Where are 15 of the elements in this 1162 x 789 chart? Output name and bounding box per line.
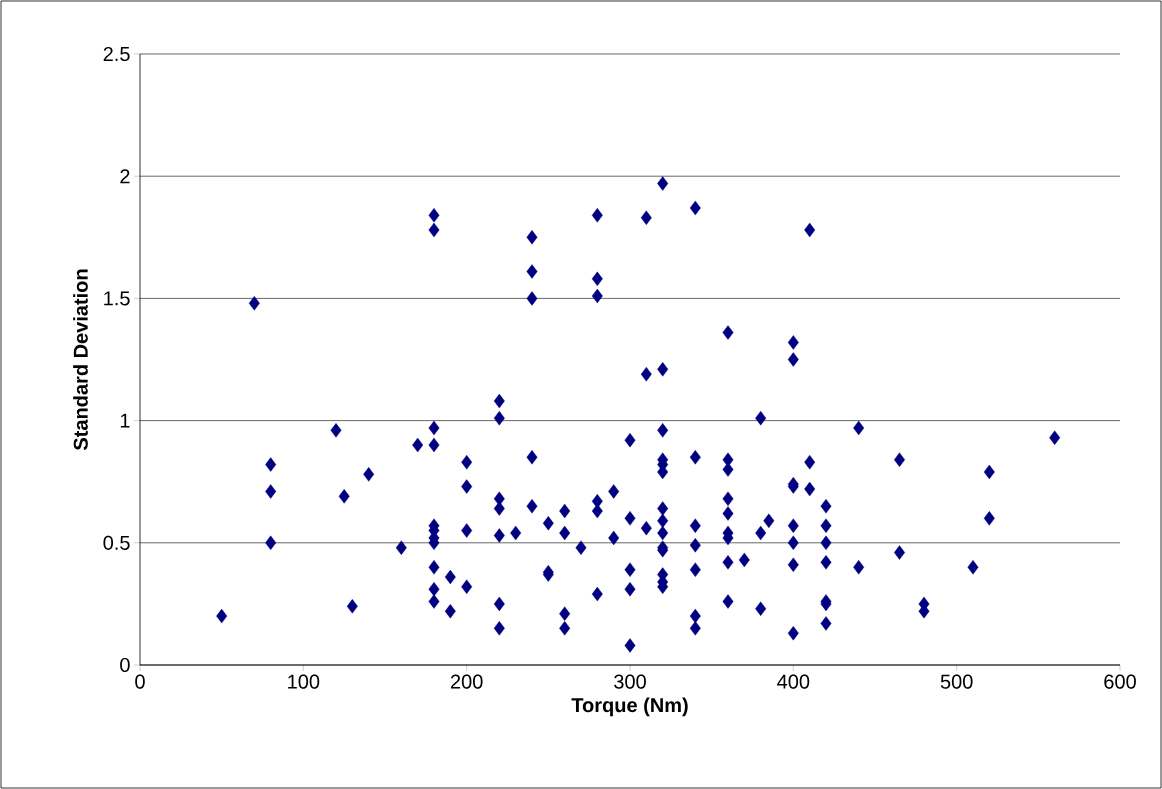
y-tick-label: 0.5: [103, 535, 130, 550]
x-tick-label: 500: [940, 674, 973, 689]
x-tick-label: 600: [1104, 674, 1136, 689]
x-tick-label: 0: [135, 674, 145, 689]
x-axis-title: Torque (Nm): [571, 697, 688, 717]
y-tick-label: 1: [120, 413, 130, 428]
y-tick-label: 0: [120, 657, 130, 673]
y-axis-title: Standard Deviation: [73, 269, 88, 451]
x-tick-label: 400: [777, 674, 810, 689]
x-tick-label: 300: [614, 674, 646, 689]
y-tick-label: 2.5: [103, 46, 130, 62]
y-tick-label: 2: [120, 169, 130, 184]
y-tick-label: 1.5: [104, 291, 130, 306]
x-tick-label: 200: [450, 674, 483, 689]
x-tick-label: 100: [288, 674, 320, 689]
